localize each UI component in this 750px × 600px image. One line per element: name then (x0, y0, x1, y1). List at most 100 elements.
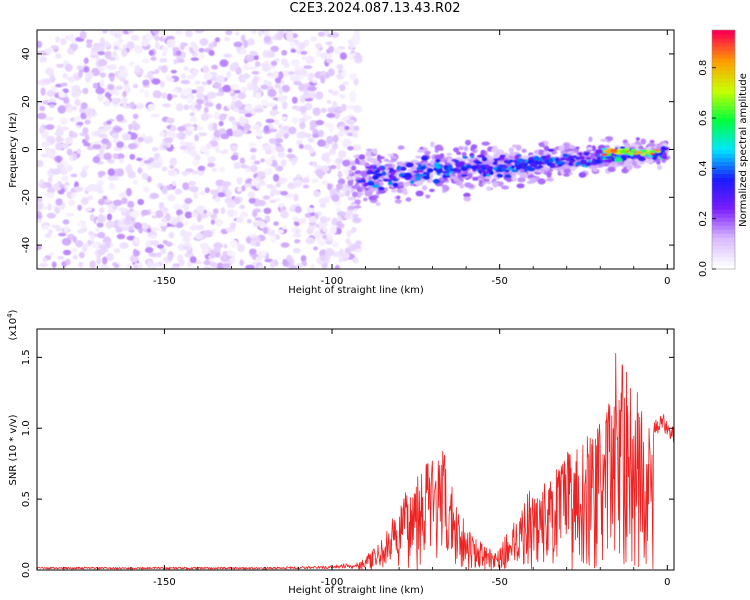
spectrogram-cell (585, 161, 592, 167)
spectrogram-cell (601, 153, 609, 156)
spectrogram-cell (331, 194, 340, 202)
spectrogram-cell (208, 50, 215, 56)
spectrogram-cell (198, 206, 205, 215)
spectrogram-cell (223, 53, 233, 58)
spectrogram-cell (47, 102, 57, 106)
spectrogram-cell (127, 170, 137, 179)
spectrogram-cell (146, 166, 153, 171)
spectrogram-cell (263, 30, 270, 37)
spectrogram-cell (260, 84, 269, 90)
spectrogram-cell (353, 125, 360, 132)
spectrogram-cell (355, 240, 362, 246)
spectrogram-cell (263, 125, 270, 133)
spectrogram-cell (210, 213, 218, 220)
spectrogram-cell (96, 256, 101, 265)
spectrogram-cell (150, 56, 157, 61)
spectrogram-cell (74, 186, 84, 192)
spectrogram-cell (145, 32, 153, 41)
spectrogram-cell (226, 71, 231, 79)
spectrogram-cell (94, 130, 101, 137)
spectrogram-cell (130, 35, 140, 41)
spectrogram-cell (55, 135, 62, 142)
spectrogram-cell (397, 145, 405, 150)
spectrogram-cell (499, 155, 505, 160)
spectrogram-cell (84, 119, 91, 125)
spectrogram-cell (60, 82, 68, 87)
spectrogram-cell (497, 181, 504, 187)
spectrogram-cell (55, 36, 60, 43)
spectrogram-cell (162, 166, 168, 172)
spectrogram-cell (149, 192, 159, 199)
spectrogram-cell (354, 157, 360, 165)
spectrogram-cell (121, 197, 128, 205)
spectrogram-cell (129, 101, 135, 109)
spectrogram-cell (529, 162, 538, 168)
spectrogram-cell (190, 57, 199, 61)
x-tick-label: -100 (321, 577, 344, 588)
spectrogram-cell (65, 212, 75, 217)
spectrogram-cell (520, 166, 527, 170)
spectrogram-cell (531, 176, 537, 184)
spectrogram-cell (116, 114, 124, 122)
spectrogram-cell (359, 170, 368, 177)
spectrogram-cell (594, 152, 599, 157)
spectrogram-cell (246, 82, 254, 91)
spectrogram-cell (168, 231, 175, 239)
spectrogram-cell (383, 158, 389, 162)
spectrogram-cell (217, 192, 225, 198)
spectrogram-cell (89, 213, 95, 222)
colorbar-step (712, 157, 735, 163)
spectrogram-cell (194, 134, 199, 142)
spectrogram-cell (50, 45, 59, 49)
spectrogram-cell (159, 57, 168, 63)
spectrogram-cell (162, 103, 171, 108)
spectrogram-cell (187, 74, 195, 80)
spectrogram-cell (335, 157, 344, 164)
spectrogram-cell (244, 105, 254, 111)
spectrogram-cell (169, 132, 177, 139)
spectrogram-cell (169, 157, 178, 166)
colorbar-step (712, 213, 735, 218)
spectrogram-cell (347, 205, 356, 210)
spectrogram-cell (461, 174, 468, 178)
spectrogram-cell (230, 83, 240, 90)
colorbar-step (712, 249, 735, 254)
spectrogram-cell (347, 146, 354, 151)
spectrogram-cell (267, 102, 276, 107)
spectrogram-cell (235, 66, 242, 75)
snr-background (37, 329, 674, 570)
spectrogram-cell (255, 176, 261, 181)
spectrogram-cell (416, 169, 424, 173)
spectrogram-cell (189, 256, 197, 264)
colorbar-step (712, 193, 735, 198)
spectrogram-cell (186, 123, 192, 128)
spectrogram-cell (327, 68, 335, 77)
spectrogram-cell (545, 177, 555, 182)
spectrogram-cell (344, 125, 350, 131)
spectrogram-cell (65, 258, 71, 266)
spectrogram-cell (578, 152, 583, 156)
spectrogram-cell (98, 207, 105, 213)
spectrogram-cell (568, 145, 576, 149)
spectrogram-cell (414, 173, 423, 177)
spectrogram-cell (126, 188, 132, 197)
spectrogram-cell (45, 147, 51, 156)
spectrogram-cell (397, 181, 405, 187)
spectrogram-cell (132, 248, 138, 257)
spectrogram-cell (472, 176, 479, 181)
spectrogram-cell (546, 171, 552, 178)
spectrogram-cell (207, 162, 216, 168)
spectrogram-cell (524, 165, 533, 171)
spectrogram-cell (361, 177, 366, 181)
spectrogram-cell (273, 190, 281, 196)
spectrogram-cell (127, 200, 135, 208)
spectrogram-cell (37, 214, 43, 219)
spectrogram-cell (293, 179, 303, 188)
spectrogram-cell (326, 135, 334, 145)
spectrogram-cell (86, 42, 93, 49)
spectrogram-cell (112, 205, 118, 211)
spectrogram-cell (463, 170, 469, 175)
spectrogram-cell (128, 123, 133, 131)
spectrogram-cell (133, 236, 140, 244)
